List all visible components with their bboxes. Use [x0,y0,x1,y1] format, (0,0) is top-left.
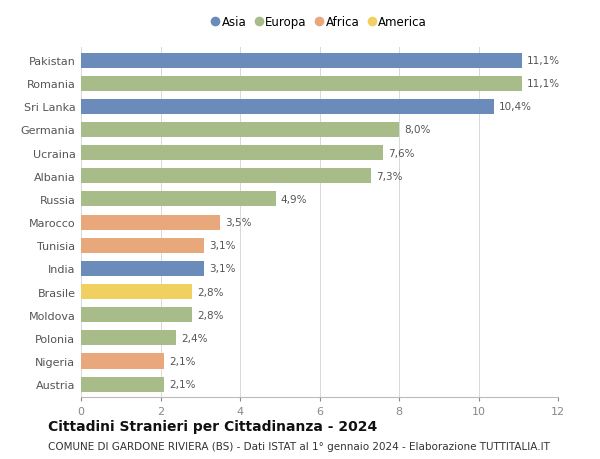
Text: 2,1%: 2,1% [169,379,196,389]
Text: 2,1%: 2,1% [169,356,196,366]
Bar [81,285,193,299]
Bar [81,330,176,346]
Bar [81,308,193,323]
Bar [81,192,276,207]
Bar [81,53,522,68]
Bar [81,146,383,161]
Text: 3,5%: 3,5% [225,218,251,228]
Bar [81,100,494,115]
Bar [81,77,522,91]
Text: 2,8%: 2,8% [197,310,224,320]
Legend: Asia, Europa, Africa, America: Asia, Europa, Africa, America [212,16,427,28]
Bar [81,261,204,276]
Text: 11,1%: 11,1% [527,79,560,89]
Bar [81,123,399,138]
Text: 3,1%: 3,1% [209,264,235,274]
Text: 7,3%: 7,3% [376,171,403,181]
Text: 8,0%: 8,0% [404,125,430,135]
Text: Cittadini Stranieri per Cittadinanza - 2024: Cittadini Stranieri per Cittadinanza - 2… [48,419,377,433]
Bar [81,215,220,230]
Text: 7,6%: 7,6% [388,148,415,158]
Text: 10,4%: 10,4% [499,102,532,112]
Bar [81,377,164,392]
Text: 2,4%: 2,4% [181,333,208,343]
Bar [81,238,204,253]
Bar [81,354,164,369]
Text: COMUNE DI GARDONE RIVIERA (BS) - Dati ISTAT al 1° gennaio 2024 - Elaborazione TU: COMUNE DI GARDONE RIVIERA (BS) - Dati IS… [48,441,550,451]
Text: 3,1%: 3,1% [209,241,235,251]
Text: 4,9%: 4,9% [281,195,307,205]
Text: 11,1%: 11,1% [527,56,560,66]
Text: 2,8%: 2,8% [197,287,224,297]
Bar [81,169,371,184]
